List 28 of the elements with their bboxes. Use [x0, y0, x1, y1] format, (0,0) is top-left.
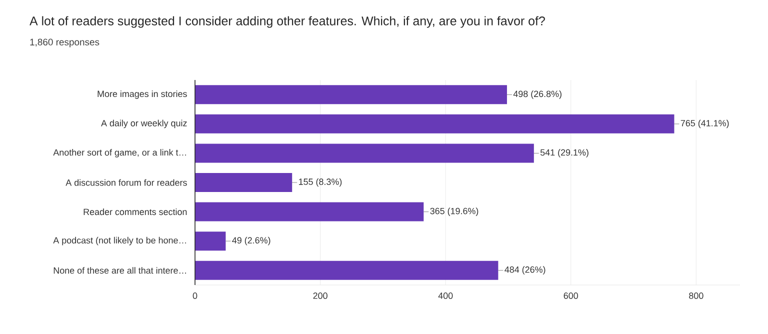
y-tick-label: Reader comments section [84, 208, 187, 216]
data-label: 49 (2.6%) [232, 236, 270, 246]
y-tick-label: A daily or weekly quiz [101, 120, 187, 128]
y-tick-label: More images in stories [98, 90, 187, 99]
y-tick-label: Another sort of game, or a link t… [53, 149, 186, 158]
x-tick-label: 200 [313, 292, 328, 299]
data-label: 155 (8.3%) [298, 178, 342, 187]
y-tick-label: None of these are all that intere… [54, 267, 186, 274]
chart-title: A lot of readers suggested I consider adding other features. Which, if any, are you in favor of? [30, 16, 545, 28]
x-tick-label: 600 [564, 292, 578, 299]
x-tick-label: 400 [438, 292, 453, 299]
bar [195, 232, 226, 251]
x-tick-label: 0 [192, 292, 198, 299]
data-label: 765 (41.1%) [680, 120, 729, 128]
text: 1,860 responses [30, 38, 100, 48]
bar [195, 260, 498, 280]
bar [195, 114, 674, 134]
x-tick-label: 800 [689, 292, 704, 299]
bar [195, 85, 507, 104]
y-tick-label: A discussion forum for readers [66, 179, 187, 186]
y-tick-label: A podcast (not likely to be hone… [53, 236, 186, 246]
data-label: 365 (19.6%) [430, 208, 478, 216]
bar [195, 202, 424, 222]
data-label: 541 (29.1%) [540, 149, 588, 158]
bar [195, 144, 534, 163]
bar [195, 173, 292, 192]
data-label: 484 (26%) [504, 266, 546, 275]
data-label: 498 (26.8%) [513, 90, 562, 99]
